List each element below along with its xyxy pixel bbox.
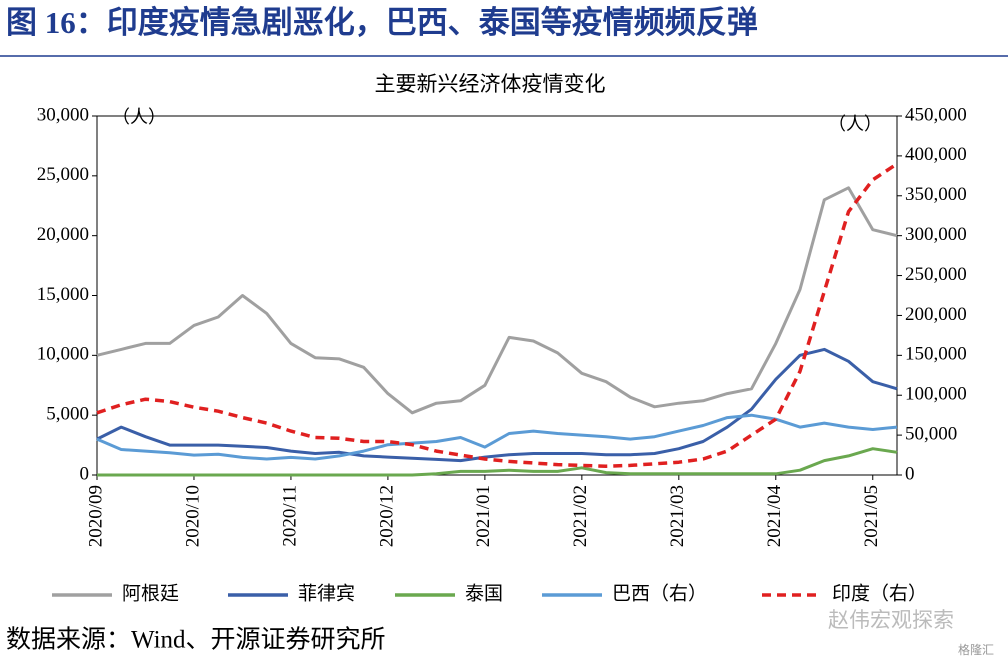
x-tick-label: 2020/12 <box>376 485 397 547</box>
y-tick-label: 5,000 <box>46 404 89 425</box>
x-tick-label: 2021/02 <box>570 485 591 547</box>
y2-tick-label: 350,000 <box>905 184 967 205</box>
legend-label: 阿根廷 <box>122 582 179 604</box>
legend-label: 泰国 <box>465 582 503 604</box>
y2-tick-label: 200,000 <box>905 304 967 325</box>
x-tick-label: 2020/09 <box>85 485 106 547</box>
x-tick-label: 2020/11 <box>279 485 300 547</box>
y-tick-label: 20,000 <box>37 224 89 245</box>
x-tick-label: 2021/01 <box>473 485 494 547</box>
watermark-badge: 格隆汇 <box>958 642 994 657</box>
series-line <box>96 413 898 461</box>
source-note: 数据来源：Wind、开源证券研究所 <box>6 626 386 654</box>
x-tick-label: 2021/04 <box>764 485 785 548</box>
y-tick-label: 25,000 <box>37 164 89 185</box>
y2-tick-label: 0 <box>905 463 915 484</box>
y2-tick-label: 400,000 <box>905 144 967 165</box>
y-unit: （人） <box>112 107 166 127</box>
series-line <box>96 186 898 415</box>
y2-tick-label: 300,000 <box>905 224 967 245</box>
y-tick-label: 10,000 <box>37 344 89 365</box>
y2-tick-label: 150,000 <box>905 344 967 365</box>
x-tick-label: 2021/03 <box>667 485 688 547</box>
y2-tick-label: 50,000 <box>905 423 957 444</box>
y2-unit: （人） <box>828 114 882 134</box>
y-tick-label: 15,000 <box>37 284 89 305</box>
y2-tick-label: 450,000 <box>905 104 967 125</box>
chart-title: 主要新兴经济体疫情变化 <box>375 72 606 96</box>
y2-tick-label: 250,000 <box>905 264 967 285</box>
y2-tick-label: 100,000 <box>905 384 967 405</box>
x-tick-label: 2021/05 <box>861 485 882 547</box>
series-line <box>96 162 898 468</box>
series-line <box>97 447 898 477</box>
watermark: 赵伟宏观探索 <box>828 608 954 632</box>
page-title: 图 16：印度疫情急剧恶化，巴西、泰国等疫情频频反弹 <box>6 5 758 40</box>
series-line <box>96 347 898 463</box>
legend-label: 菲律宾 <box>298 582 355 604</box>
y-tick-label: 30,000 <box>37 104 89 125</box>
legend-label: 印度（右） <box>832 582 927 604</box>
legend-label: 巴西（右） <box>612 582 707 604</box>
x-tick-label: 2020/10 <box>182 485 203 547</box>
y-tick-label: 0 <box>80 463 90 484</box>
